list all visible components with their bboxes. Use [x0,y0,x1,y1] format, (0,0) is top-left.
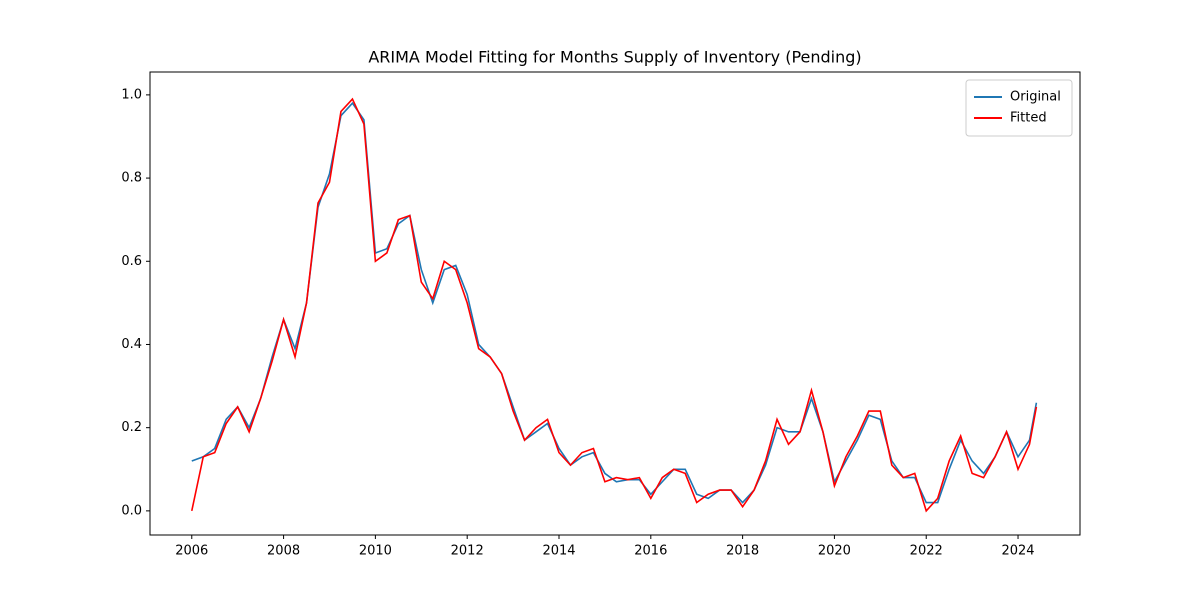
chart-title: ARIMA Model Fitting for Months Supply of… [368,48,861,67]
legend-label: Fitted [1010,111,1047,126]
x-tick-label: 2016 [634,544,667,559]
y-tick-label: 0.4 [121,337,142,352]
x-tick-label: 2006 [175,544,208,559]
legend-box [965,79,1073,137]
x-tick-label: 2020 [818,544,851,559]
series-line [191,101,1038,504]
series-line [190,97,1038,513]
y-tick-label: 0.0 [121,503,142,518]
plot-frame [149,71,1081,536]
y-tick-label: 0.8 [121,171,142,186]
y-tick-label: 1.0 [121,87,142,102]
y-tick-label: 0.2 [121,420,142,435]
x-tick-label: 2018 [726,544,759,559]
legend-label: Original [1010,90,1061,105]
x-tick-label: 2014 [542,544,575,559]
y-tick-label: 0.6 [121,254,142,269]
x-tick-label: 2022 [910,544,943,559]
x-tick-label: 2008 [267,544,300,559]
x-tick-label: 2012 [451,544,484,559]
x-tick-label: 2024 [1001,544,1034,559]
x-tick-label: 2010 [359,544,392,559]
